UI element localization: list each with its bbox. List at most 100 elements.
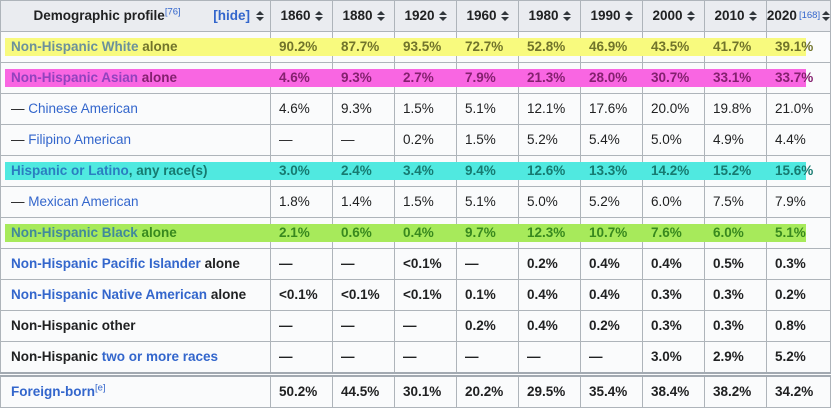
value-cell: 0.3% <box>642 310 705 342</box>
value-cell: — <box>270 310 333 342</box>
table-row-foreign-born: Foreign-born[e] 50.2% 44.5% 30.1% 20.2% 29.5%… <box>0 372 831 408</box>
cell-value: 5.1% <box>465 194 496 209</box>
column-header-year-1980[interactable]: 1980 <box>518 0 581 32</box>
cell-value: 0.4% <box>527 287 558 302</box>
row-label-link[interactable]: Non-Hispanic Asian <box>11 70 139 85</box>
cell-value: — <box>279 349 293 364</box>
sort-icon[interactable] <box>500 11 509 21</box>
cell-value: 46.9% <box>589 39 628 54</box>
cell-value: 0.3% <box>651 287 682 302</box>
column-header-year-2010[interactable]: 2010 <box>704 0 767 32</box>
value-cell: — <box>332 310 395 342</box>
column-header-demographic-profile[interactable]: Demographic profile[76] [hide] <box>0 0 271 32</box>
table-row-non-hispanic-asian: Non-Hispanic Asian alone 4.6% 9.3% 2.7% 7.9%… <box>0 62 831 94</box>
value-cell: 43.5% <box>642 31 705 63</box>
cell-value: 0.2% <box>465 318 496 333</box>
row-label-link[interactable]: Filipino American <box>28 132 132 147</box>
value-cell: 7.5% <box>704 186 767 218</box>
cell-value: <0.1% <box>341 287 380 302</box>
row-label-link[interactable]: Hispanic or Latino <box>11 163 129 178</box>
row-label-link[interactable]: Mexican American <box>28 194 139 209</box>
sort-icon[interactable] <box>624 11 633 21</box>
cell-value: 3.0% <box>279 163 310 178</box>
value-cell: 30.1% <box>394 372 457 408</box>
year-label: 2020 <box>766 8 797 23</box>
row-label-band: Foreign-born[e] <box>5 377 270 407</box>
column-header-year-1990[interactable]: 1990 <box>580 0 643 32</box>
value-cell: 9.3% <box>332 62 395 94</box>
value-cell: — <box>456 248 519 280</box>
value-cell: 0.8% <box>766 310 831 342</box>
row-label-link[interactable]: Non-Hispanic Black <box>11 225 138 240</box>
value-cell: 10.7% <box>580 217 643 249</box>
column-header-year-1880[interactable]: 1880 <box>332 0 395 32</box>
column-header-year-1960[interactable]: 1960 <box>456 0 519 32</box>
sort-icon[interactable] <box>562 11 571 21</box>
row-label-text: — <box>11 194 29 209</box>
reference-link-76[interactable]: [76] <box>164 6 181 18</box>
row-label: Non-Hispanic Asian alone <box>0 62 271 94</box>
value-cell: 5.2% <box>766 341 831 375</box>
cell-value: 52.8% <box>527 39 566 54</box>
cell-value: 93.5% <box>403 39 442 54</box>
cell-value: 50.2% <box>279 384 318 399</box>
value-cell: 87.7% <box>332 31 395 63</box>
value-cell: 0.2% <box>518 248 581 280</box>
value-cell: — <box>270 341 333 375</box>
value-cell: 41.7% <box>704 31 767 63</box>
sort-icon[interactable] <box>822 11 831 21</box>
cell-value: 1.5% <box>403 194 434 209</box>
value-cell: 0.4% <box>642 248 705 280</box>
row-label-link[interactable]: Non-Hispanic Native American <box>11 287 208 302</box>
cell-value: 0.3% <box>713 318 744 333</box>
row-label-link[interactable]: two or more races <box>101 349 219 364</box>
sort-icon[interactable] <box>376 11 385 21</box>
cell-value: 41.7% <box>713 39 752 54</box>
value-cell: 5.1% <box>456 93 519 125</box>
value-cell: 20.2% <box>456 372 519 408</box>
hide-toggle-link[interactable]: [hide] <box>213 8 250 23</box>
value-cell: 3.4% <box>394 155 457 187</box>
cell-value: <0.1% <box>279 287 318 302</box>
row-label: Non-Hispanic Pacific Islander alone <box>0 248 271 280</box>
sort-icon[interactable] <box>256 11 264 21</box>
cell-value: 33.1% <box>713 70 752 85</box>
cell-value: 2.4% <box>341 163 372 178</box>
value-cell: 29.5% <box>518 372 581 408</box>
row-label-link[interactable]: Non-Hispanic White <box>11 39 139 54</box>
value-cell: — <box>456 341 519 375</box>
sort-icon[interactable] <box>748 11 757 21</box>
value-cell: 35.4% <box>580 372 643 408</box>
value-cell: 0.3% <box>766 248 831 280</box>
reference-link-e[interactable]: [e] <box>95 382 106 394</box>
cell-value: 15.6% <box>775 163 814 178</box>
sort-icon[interactable] <box>438 11 447 21</box>
cell-value: — <box>341 318 355 333</box>
cell-value: — <box>465 256 479 271</box>
sort-icon[interactable] <box>314 11 323 21</box>
cell-value: 12.6% <box>527 163 566 178</box>
value-cell: — <box>394 310 457 342</box>
sort-icon[interactable] <box>686 11 695 21</box>
cell-value: 20.0% <box>651 101 690 116</box>
cell-value: 9.3% <box>341 101 372 116</box>
row-label-link[interactable]: Foreign-born <box>11 384 95 399</box>
row-label-link[interactable]: Chinese American <box>28 101 138 116</box>
cell-value: 29.5% <box>527 384 566 399</box>
value-cell: 6.0% <box>642 186 705 218</box>
row-label: Non-Hispanic other <box>0 310 271 342</box>
column-header-year-1920[interactable]: 1920 <box>394 0 457 32</box>
value-cell: 44.5% <box>332 372 395 408</box>
value-cell: 9.7% <box>456 217 519 249</box>
value-cell: 46.9% <box>580 31 643 63</box>
column-header-year-1860[interactable]: 1860 <box>270 0 333 32</box>
column-header-year-2020[interactable]: 2020 [168] <box>766 0 831 32</box>
cell-value: 33.7% <box>775 70 814 85</box>
value-cell: 6.0% <box>704 217 767 249</box>
row-label-link[interactable]: Non-Hispanic Pacific Islander <box>11 256 201 271</box>
cell-value: 87.7% <box>341 39 380 54</box>
value-cell: 0.2% <box>580 310 643 342</box>
column-header-year-2000[interactable]: 2000 <box>642 0 705 32</box>
cell-value: 0.8% <box>775 318 806 333</box>
cell-value: 9.7% <box>465 225 496 240</box>
